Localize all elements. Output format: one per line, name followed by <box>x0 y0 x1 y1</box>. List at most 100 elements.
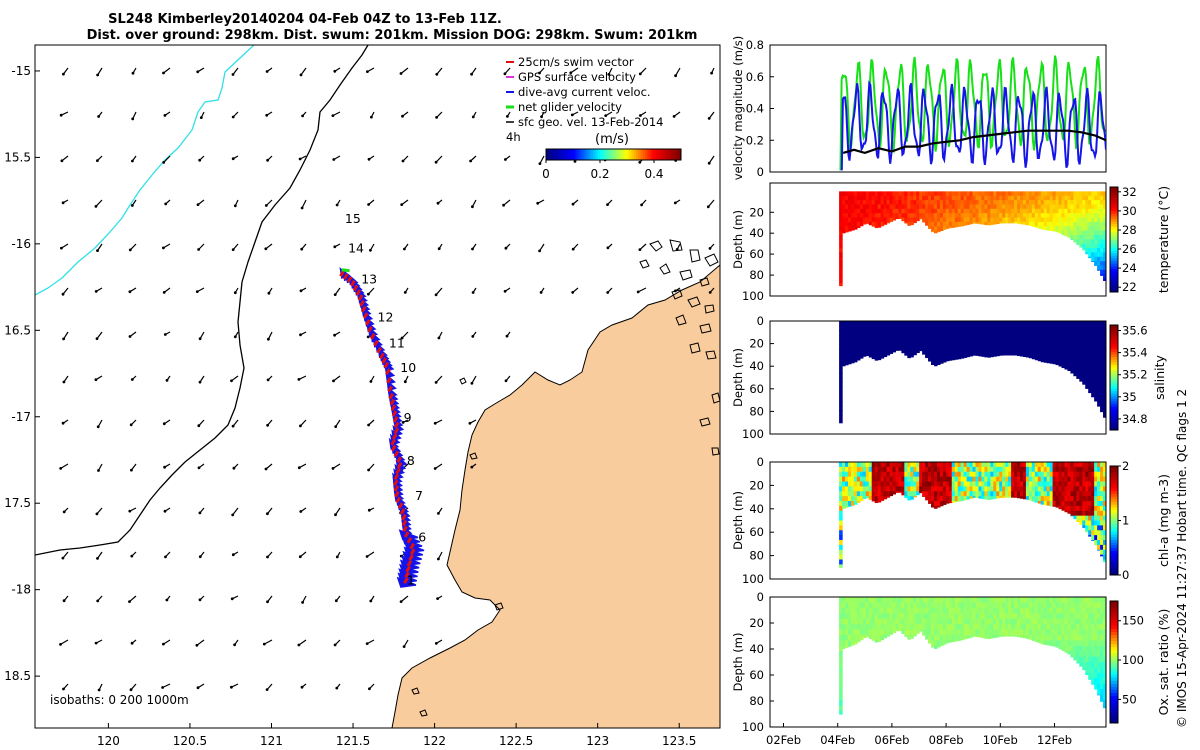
velocity-arrow <box>606 199 613 207</box>
velocity-arrow <box>402 639 409 648</box>
day-label: 8 <box>407 453 415 468</box>
velocity-arrow <box>300 243 307 251</box>
velocity-arrow <box>300 683 307 689</box>
velocity-arrow <box>504 155 511 161</box>
velocity-arrow <box>399 67 409 75</box>
velocity-arrow <box>231 551 239 557</box>
swim-vector <box>388 392 394 400</box>
salinity-cbtick-label: 35.6 <box>1122 324 1148 338</box>
chla-frame <box>769 461 1107 580</box>
velocity-arrow <box>163 463 171 469</box>
velocity-arrow <box>470 67 477 76</box>
map-ytick-label: -18 <box>11 583 31 597</box>
velocity-arrow <box>707 111 715 120</box>
velocity-arrow <box>437 551 443 561</box>
velocity-arrow <box>540 111 545 119</box>
salinity-panel: 0 20 40 60 80 100 Depth (m) 34.8 35 35.2 35.4 35.6 s… <box>731 314 1167 441</box>
velocity-arrow <box>435 67 443 76</box>
velocity-arrow <box>675 243 681 251</box>
velocity-arrow <box>97 111 103 118</box>
velocity-arrow <box>673 199 681 205</box>
velocity-arrow <box>130 463 137 472</box>
swim-vector <box>397 502 404 509</box>
legend-geo-label: sfc geo. vel. 13-Feb-2014 <box>518 115 664 129</box>
velocity-arrow <box>505 331 511 338</box>
velocity-arrow <box>571 243 579 251</box>
velocity-arrow <box>97 463 103 472</box>
swim-vector <box>406 560 413 567</box>
swim-vector <box>408 554 414 561</box>
velocity-arrow <box>298 155 307 161</box>
swim-vector <box>376 346 383 354</box>
oxygen-field <box>839 597 1106 715</box>
velocity-arrow <box>571 199 579 206</box>
swim-vector <box>396 462 403 469</box>
velocity-arrow <box>198 155 205 162</box>
salinity-ytick-label: 80 <box>749 404 764 418</box>
map-xtick-label: 123 <box>586 734 609 748</box>
velocity-ytick-label: 0 <box>757 165 764 179</box>
velocity-arrow <box>538 67 545 75</box>
velocity-arrow <box>95 331 103 340</box>
velocity-arrow <box>198 375 205 384</box>
islands <box>411 239 720 717</box>
velocity-arrow <box>433 463 443 470</box>
chla-cbtick-label: 2 <box>1122 459 1129 473</box>
swim-vector <box>390 404 397 411</box>
velocity-arrow <box>638 67 647 76</box>
velocity-arrow <box>636 287 647 294</box>
velocity-arrow <box>60 155 69 163</box>
velocity-arrow <box>331 463 341 470</box>
temperature-panel: 20 40 60 80 100 Depth (m) 22 24 26 28 30 32 temperat… <box>731 182 1171 303</box>
velocity-arrow <box>366 67 375 73</box>
velocity-ylabel: velocity magnitude (m/s) <box>731 36 745 181</box>
velocity-arrow <box>504 243 511 250</box>
velocity-arrow <box>128 595 137 603</box>
velocity-arrow <box>62 375 69 384</box>
salinity-cblabel: salinity <box>1152 354 1167 399</box>
swim-vector <box>387 385 393 393</box>
velocity-arrow <box>335 683 341 690</box>
velocity-arrow <box>262 639 273 646</box>
velocity-arrow <box>230 595 239 601</box>
map-ytick-label: -17 <box>11 410 31 424</box>
day-label: 11 <box>389 336 405 351</box>
velocity-arrow <box>265 67 273 73</box>
day-label: 14 <box>348 241 364 256</box>
map-xtick-label: 120 <box>97 734 120 748</box>
chla-ytick-label: 0 <box>757 455 764 469</box>
velocity-arrow <box>334 507 341 517</box>
velocity-ytick-label: 0.2 <box>746 133 764 147</box>
velocity-arrow <box>539 287 545 294</box>
salinity-ytick-label: 20 <box>749 337 764 351</box>
swim-vector <box>393 479 399 486</box>
velocity-panel: 0 0.2 0.4 0.6 0.8 velocity magnitude (m/s) <box>731 36 1107 181</box>
oxygen-ytick-label: 60 <box>749 668 764 682</box>
velocity-arrow <box>333 639 341 647</box>
velocity-arrow <box>196 67 205 74</box>
swim-vector <box>393 421 400 429</box>
day-label: 6 <box>418 529 426 544</box>
isobath-1000m <box>35 45 369 556</box>
swim-vector <box>361 305 367 313</box>
velocity-arrow <box>502 199 511 207</box>
velocity-arrow <box>165 595 171 602</box>
velocity-arrow <box>434 287 443 297</box>
oxygen-colorbar <box>1109 600 1119 724</box>
map-ytick-label: 17.5 <box>4 496 31 510</box>
map-xtick-label: 123.5 <box>662 734 696 748</box>
velocity-arrow <box>299 507 307 513</box>
swim-vector <box>383 361 390 369</box>
salinity-ytick-label: 60 <box>749 382 764 396</box>
map-frame <box>34 44 721 729</box>
velocity-arrow <box>710 67 715 75</box>
velocity-arrow <box>264 199 273 207</box>
velocity-arrow <box>435 111 443 119</box>
velocity-arrow <box>334 419 341 428</box>
oxygen-cblabel: Ox. sat. ratio (%) <box>1156 609 1171 716</box>
velocity-arrow <box>708 287 715 294</box>
swim-vector <box>409 542 415 550</box>
velocity-arrow <box>59 639 69 646</box>
salinity-cbtick-label: 35 <box>1122 390 1137 404</box>
velocity-arrow <box>333 67 341 73</box>
